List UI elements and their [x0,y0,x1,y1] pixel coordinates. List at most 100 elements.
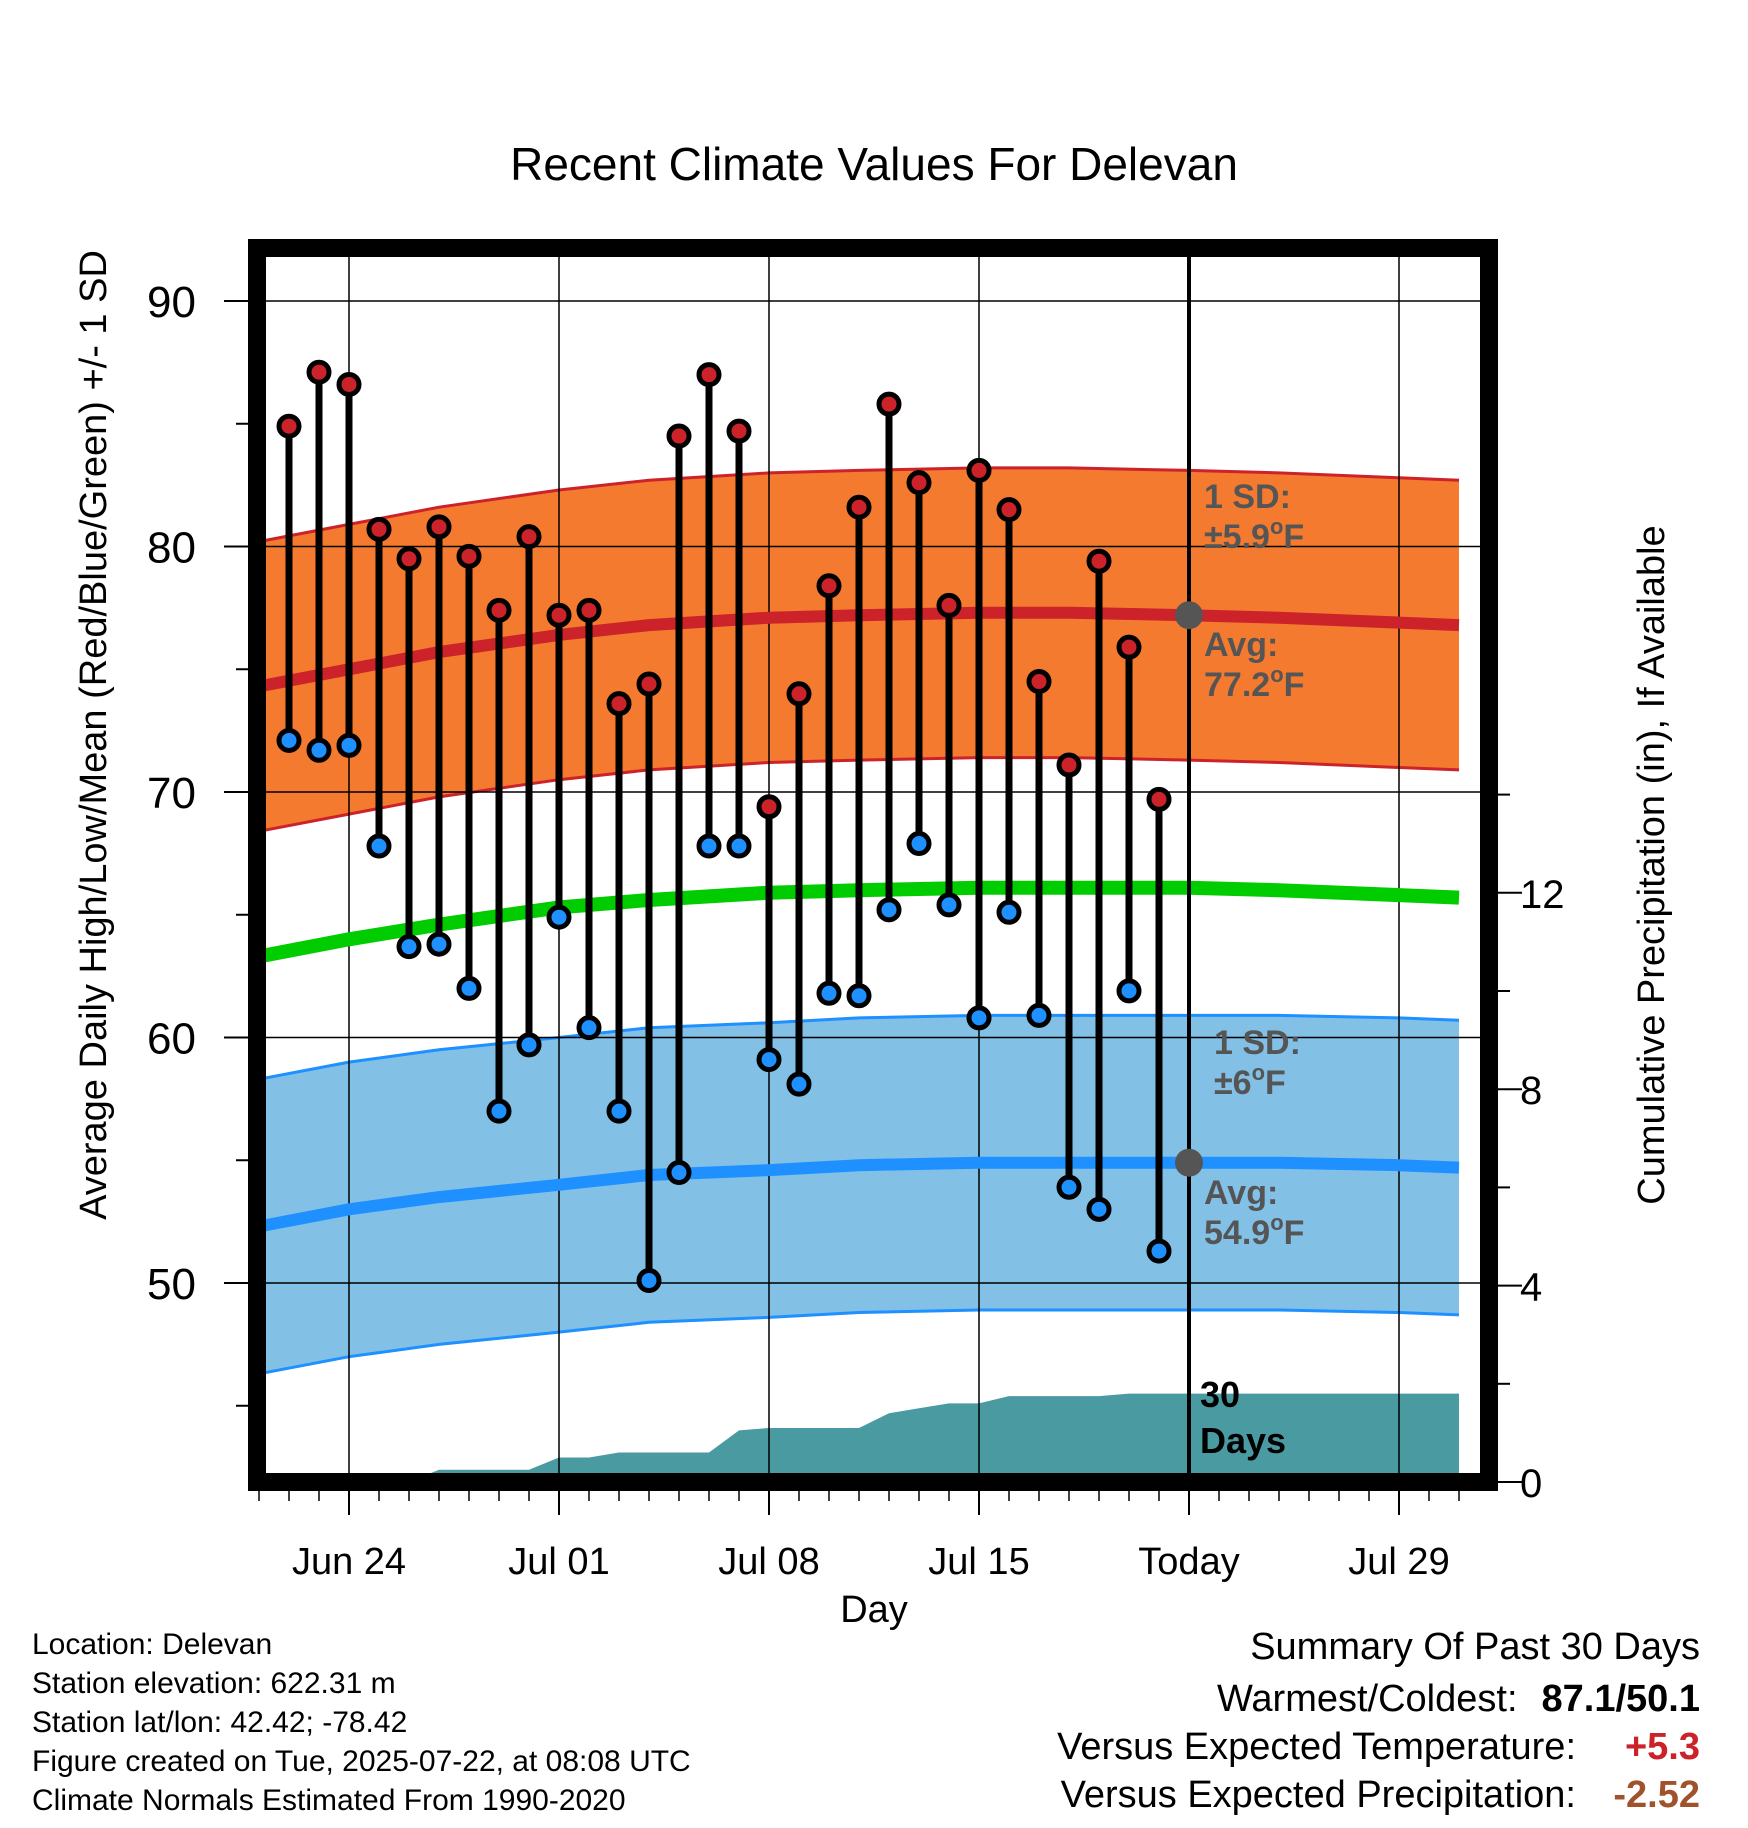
warmest-coldest-value: 87.1/50.1 [1541,1678,1700,1720]
low-point [276,727,302,753]
summary-warmest-coldest: Warmest/Coldest: 87.1/50.1 [1217,1678,1700,1721]
low-point [906,831,932,857]
low-point [1026,1002,1052,1028]
low-point [666,1160,692,1186]
summary-precip: Versus Expected Precipitation: -2.52 [1061,1774,1700,1817]
temp-vs-expected-value: +5.3 [1624,1726,1700,1768]
y-tick-label: 90 [147,278,196,327]
y-tick-label: 60 [147,1015,196,1064]
low-point [546,904,572,930]
high-point [786,681,812,707]
high-point [666,423,692,449]
low-point [396,934,422,960]
high-point [306,359,332,385]
low-point [786,1071,812,1097]
low-point [846,983,872,1009]
low-point [306,737,332,763]
high-point [1116,634,1142,660]
low-point [996,899,1022,925]
high-point [546,602,572,628]
footer-elevation: Station elevation: 622.31 m [32,1667,396,1700]
high-point [426,514,452,540]
high-point [726,418,752,444]
high-point [966,457,992,483]
precip-vs-expected-label: Versus Expected Precipitation: [1060,1774,1576,1816]
high-point [906,470,932,496]
x-tick-label: Jun 24 [292,1541,406,1583]
high-point [366,516,392,542]
high-sd-upper-line [258,466,1460,544]
y2-tick-label: 4 [1520,1266,1542,1310]
low-point [606,1098,632,1124]
low-point [426,931,452,957]
high-point [1026,669,1052,695]
low-sd-lower-line [258,1308,1460,1376]
y2-axis-label: Cumulative Precipitation (in), If Availa… [1631,525,1673,1204]
y-tick-label: 80 [147,524,196,573]
today-low-avg-marker [1175,1148,1203,1177]
low-point [336,732,362,758]
precip-vs-expected-value: -2.52 [1613,1774,1700,1816]
high-point [516,524,542,550]
x-tick-label: Jul 01 [508,1541,609,1583]
high-point [486,597,512,623]
low-point [486,1098,512,1124]
y2-tick-label: 0 [1520,1462,1542,1506]
x-axis-label: Day [840,1589,908,1631]
high-point [1056,752,1082,778]
chart-title: Recent Climate Values For Delevan [510,138,1238,190]
high-point [846,494,872,520]
today-high-avg-marker [1175,601,1203,630]
low-point [756,1047,782,1073]
high-avg-value: 77.2oF [1204,662,1304,704]
low-point [1086,1196,1112,1222]
low-sd-upper-line [258,1013,1460,1081]
low-point [636,1268,662,1294]
x-tick-label: Jul 15 [928,1541,1029,1583]
x-tick-label: Jul 08 [718,1541,819,1583]
low-point [1056,1174,1082,1200]
low-point [696,833,722,859]
low-sd-label: 1 SD: [1214,1024,1301,1062]
summary-temp: Versus Expected Temperature: +5.3 [1057,1726,1700,1769]
footer-location: Location: Delevan [32,1628,273,1661]
footer-latlon: Station lat/lon: 42.42; -78.42 [32,1706,408,1739]
low-point [366,833,392,859]
high-sd-value: ±5.9oF [1204,514,1304,556]
high-point [996,497,1022,523]
low-avg-line [257,1156,1460,1233]
days-label: Days [1200,1420,1286,1461]
low-point [936,892,962,918]
high-point [1086,548,1112,574]
temp-vs-expected-label: Versus Expected Temperature: [1057,1726,1576,1768]
low-avg-value: 54.9oF [1204,1210,1304,1252]
low-point [876,897,902,923]
high-point [696,362,722,388]
y2-tick-label: 8 [1520,1069,1542,1113]
high-point [816,573,842,599]
high-sd-label: 1 SD: [1204,478,1291,516]
low-point [1146,1238,1172,1264]
low-point [516,1032,542,1058]
low-point [456,975,482,1001]
low-point [726,833,752,859]
high-point [606,691,632,717]
high-point [276,413,302,439]
plot-frame [248,239,1498,1491]
high-point [636,671,662,697]
high-avg-label: Avg: [1204,626,1278,664]
y-tick-label: 70 [147,769,196,818]
high-point [1146,786,1172,812]
y-tick-label: 50 [147,1260,196,1309]
days-count: 30 [1200,1374,1240,1415]
summary-title: Summary Of Past 30 Days [1250,1626,1700,1668]
warmest-coldest-label: Warmest/Coldest: [1216,1678,1518,1720]
x-tick-label: Today [1138,1541,1239,1583]
high-point [396,546,422,572]
y-axis-label: Average Daily High/Low/Mean (Red/Blue/Gr… [73,250,115,1220]
footer-normals: Climate Normals Estimated From 1990-2020 [32,1784,626,1817]
low-point [816,980,842,1006]
